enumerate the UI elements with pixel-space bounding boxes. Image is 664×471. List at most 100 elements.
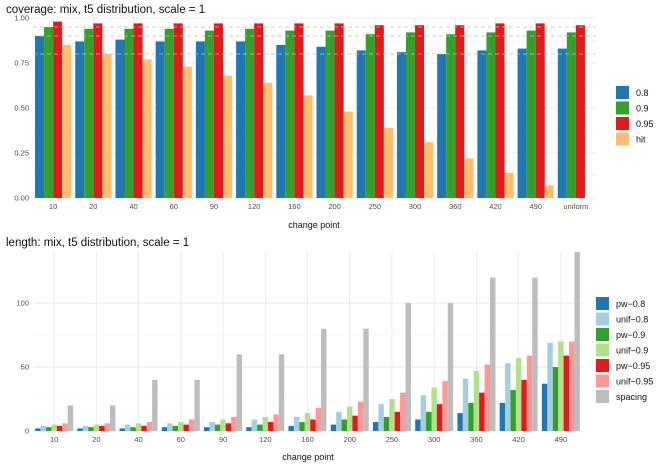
x-tick-label: 420 [489,202,502,211]
bar-unif-0-8-360 [462,378,469,431]
bar-unif-0-9-60 [178,422,184,431]
bar-spacing-490 [574,252,580,431]
bar-hit-160 [303,95,313,198]
bar-unif-0-8-40 [125,424,131,431]
bar-unif-0-8-300 [420,395,427,431]
x-tick-label: 90 [210,202,218,211]
x-tick-label: 200 [328,202,341,211]
bar-unif-0-9-90 [220,419,226,431]
bar-pw-0-95-300 [436,404,443,431]
bar-0-9-200 [325,30,335,198]
x-tick-label: 490 [555,435,568,444]
bar-pw-0-8-40 [119,428,125,431]
bar-unif-0-9-20 [93,424,100,431]
length-bars [35,252,580,431]
bar-0-9-120 [245,28,255,198]
x-tick-label: 250 [369,202,382,211]
bar-0-9-250 [365,34,375,199]
x-tick-label: 250 [386,435,399,444]
bar-unif-0-8-160 [293,416,300,431]
x-tick-label: 200 [343,435,356,444]
bar-0-8-420 [477,50,487,199]
legend-label: unif−0.95 [616,377,653,387]
bar-unif-0-95-250 [400,392,406,431]
legend-label: spacing [616,392,647,402]
bar-hit-60 [182,66,192,198]
bar-unif-0-9-200 [347,406,353,431]
bar-pw-0-95-10 [56,425,63,431]
bar-spacing-90 [236,354,243,431]
x-tick-label: 20 [92,435,100,444]
bar-0-8-uniform [557,48,567,198]
bar-pw-0-95-160 [310,419,316,431]
y-tick-label: 0.25 [14,149,29,158]
bar-0-95-20 [93,23,103,199]
bar-pw-0-9-300 [426,411,432,431]
bar-unif-0-95-40 [146,422,153,431]
coverage-y-tick-labels: 0.00 0.25 0.50 0.75 1.00 [14,14,29,203]
length-x-tick-labels: 10 20 40 60 90 120 160 200 250 300 360 420 490 [50,435,567,444]
bar-hit-490 [544,185,554,198]
x-tick-label: 120 [248,202,261,211]
bar-spacing-20 [109,405,116,431]
bar-0-95-120 [254,23,264,199]
bar-hit-40 [142,59,152,199]
bar-pw-0-95-60 [183,424,189,431]
length-y-tick-labels: 0 50 100 [16,299,29,436]
bar-pw-0-95-40 [141,425,147,431]
x-tick-label: 10 [49,202,57,211]
y-tick-label: 0.75 [14,59,29,68]
x-tick-label: 300 [428,435,441,444]
bar-hit-360 [464,158,474,198]
legend-swatch-pw-0-9 [596,328,609,341]
bar-pw-0-9-20 [88,427,94,431]
bar-unif-0-95-160 [315,407,322,431]
bar-pw-0-8-300 [415,419,421,431]
coverage-legend: 0.8 0.9 0.95 hit [616,86,654,146]
bar-0-95-160 [294,23,304,199]
bar-pw-0-95-420 [521,379,527,431]
bar-unif-0-9-300 [431,387,437,431]
bar-spacing-200 [363,328,369,431]
bar-unif-0-95-60 [188,419,195,431]
bar-pw-0-95-20 [99,425,105,431]
bar-spacing-10 [67,405,74,431]
coverage-panel: coverage: mix, t5 distribution, scale = … [6,4,654,230]
bar-0-8-300 [396,52,406,199]
bar-hit-300 [424,142,434,198]
legend-label: 0.9 [636,104,649,114]
bar-hit-420 [504,172,514,198]
bar-unif-0-8-420 [505,363,511,431]
bar-spacing-300 [447,303,454,431]
bar-0-8-200 [316,46,326,198]
legend-swatch-unif-0-8 [596,312,609,326]
x-tick-label: 40 [129,202,137,211]
bar-0-9-uniform [566,32,576,199]
x-tick-label: 360 [470,435,483,444]
bar-0-8-10 [35,36,45,198]
bar-pw-0-8-120 [246,427,252,431]
bar-spacing-360 [490,277,496,431]
y-tick-label: 0.00 [14,194,29,203]
legend-label: hit [636,135,646,145]
bar-pw-0-95-360 [479,392,485,431]
legend-label: pw−0.95 [616,361,650,371]
y-tick-label: 100 [16,299,29,308]
bar-pw-0-8-10 [35,428,41,431]
bar-pw-0-8-250 [372,422,379,431]
x-tick-label: 120 [259,435,272,444]
bar-0-9-300 [405,32,416,199]
bar-unif-0-95-420 [526,355,533,431]
bar-pw-0-95-200 [352,415,358,431]
y-tick-label: 0.50 [14,104,29,113]
bar-0-8-20 [75,41,85,199]
bar-0-9-420 [486,32,496,199]
legend-swatch-spacing [596,390,609,403]
x-tick-label: 420 [512,435,525,444]
bar-pw-0-95-490 [563,355,570,431]
length-x-axis-title: change point [282,452,334,462]
bar-hit-120 [263,82,273,198]
coverage-bars [35,21,585,199]
coverage-reference-lines [33,26,596,55]
